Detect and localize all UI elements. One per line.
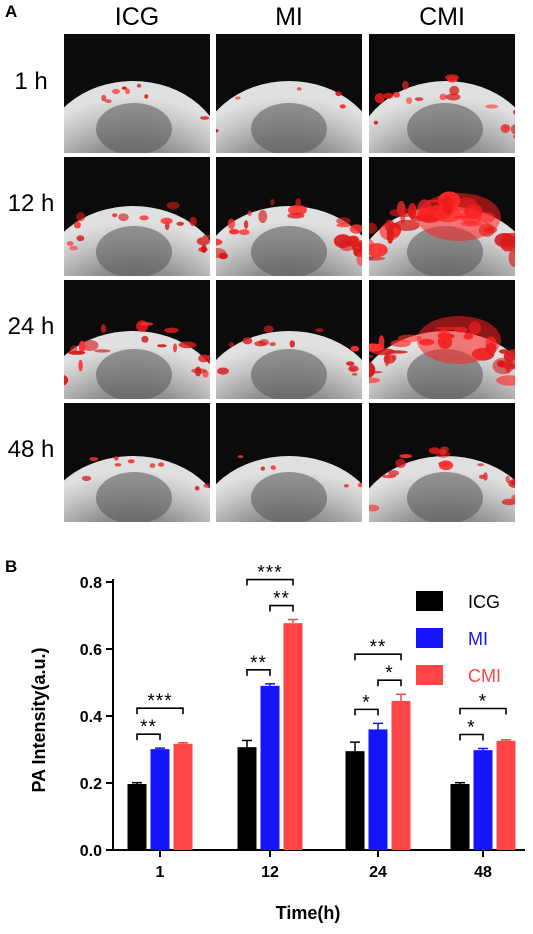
column-header-cmi: CMI [419, 3, 465, 31]
bar-mi-1 [150, 749, 170, 850]
legend-swatch-mi [416, 628, 443, 648]
significance-bracket [246, 578, 294, 586]
x-tick-label: 24 [369, 864, 387, 881]
column-header-mi: MI [275, 3, 303, 31]
pa-image-icg-1h [64, 34, 210, 153]
panel-b-label: B [5, 557, 18, 576]
bar-icg-24 [345, 751, 365, 850]
significance-bracket [136, 733, 161, 741]
pa-image-mi-24h [216, 280, 362, 399]
y-tick-label: 0.8 [80, 575, 102, 592]
bar-icg-1 [127, 784, 147, 850]
bar-cmi-24 [391, 700, 411, 850]
panel-a-label: A [5, 2, 18, 21]
significance-bracket [246, 669, 271, 676]
significance-label: * [479, 691, 487, 712]
significance-bracket [354, 708, 379, 716]
significance-bracket [459, 733, 484, 741]
legend-label-mi: MI [468, 629, 488, 649]
y-tick-label: 0.4 [80, 709, 102, 726]
bar-mi-48 [473, 750, 493, 850]
significance-label: * [362, 692, 370, 713]
significance-bracket [269, 604, 294, 612]
pa-intensity-bar-chart: 0.00.20.40.60.81 12 24 48 *****************… [29, 563, 525, 923]
legend-label-icg: ICG [468, 592, 500, 612]
significance-bracket [377, 679, 402, 687]
row-label-12h: 12 h [7, 190, 55, 217]
significance-label: ** [273, 589, 290, 610]
significance-bracket [136, 707, 184, 715]
pa-image-icg-12h [64, 157, 210, 276]
x-tick-label: 12 [261, 864, 279, 881]
pa-image-mi-12h [216, 157, 362, 276]
bar-cmi-48 [496, 740, 516, 850]
pa-image-cmi-12h [369, 157, 515, 276]
legend-swatch-cmi [416, 665, 443, 685]
significance-bracket [354, 653, 402, 661]
significance-label: * [385, 663, 393, 684]
bar-mi-12 [260, 685, 280, 850]
significance-label: * [467, 717, 475, 738]
bar-icg-12 [237, 747, 257, 850]
x-tick-label: 48 [474, 864, 492, 881]
bar-icg-48 [450, 784, 470, 850]
legend-label-cmi: CMI [468, 666, 501, 686]
y-axis-label: PA Intensity(a.u.) [29, 647, 49, 792]
pa-image-mi-48h [216, 403, 362, 522]
column-header-icg: ICG [114, 3, 160, 31]
significance-label: ** [250, 653, 267, 674]
y-tick-label: 0.0 [80, 843, 102, 860]
pa-image-icg-24h [64, 280, 210, 399]
y-tick-label: 0.2 [80, 776, 102, 793]
significance-label: ** [370, 637, 387, 658]
row-label-1h: 1 h [14, 68, 48, 95]
significance-label: *** [257, 563, 282, 584]
significance-bracket [459, 707, 507, 715]
pa-image-icg-48h [64, 403, 210, 522]
pa-image-cmi-48h [369, 403, 515, 522]
pa-image-mi-1h [216, 34, 362, 153]
bar-cmi-12 [283, 623, 303, 850]
x-axis-label: Time(h) [276, 903, 341, 923]
bar-mi-24 [368, 729, 388, 850]
significance-label: ** [140, 717, 157, 738]
y-tick-label: 0.6 [80, 642, 102, 659]
legend-swatch-icg [416, 591, 443, 611]
row-label-48h: 48 h [7, 436, 55, 463]
significance-label: *** [147, 691, 172, 712]
row-label-24h: 24 h [7, 313, 55, 340]
x-tick-label: 1 [156, 864, 165, 881]
pa-image-cmi-1h [369, 34, 515, 153]
bar-cmi-1 [173, 743, 193, 850]
pa-image-cmi-24h [369, 280, 515, 399]
